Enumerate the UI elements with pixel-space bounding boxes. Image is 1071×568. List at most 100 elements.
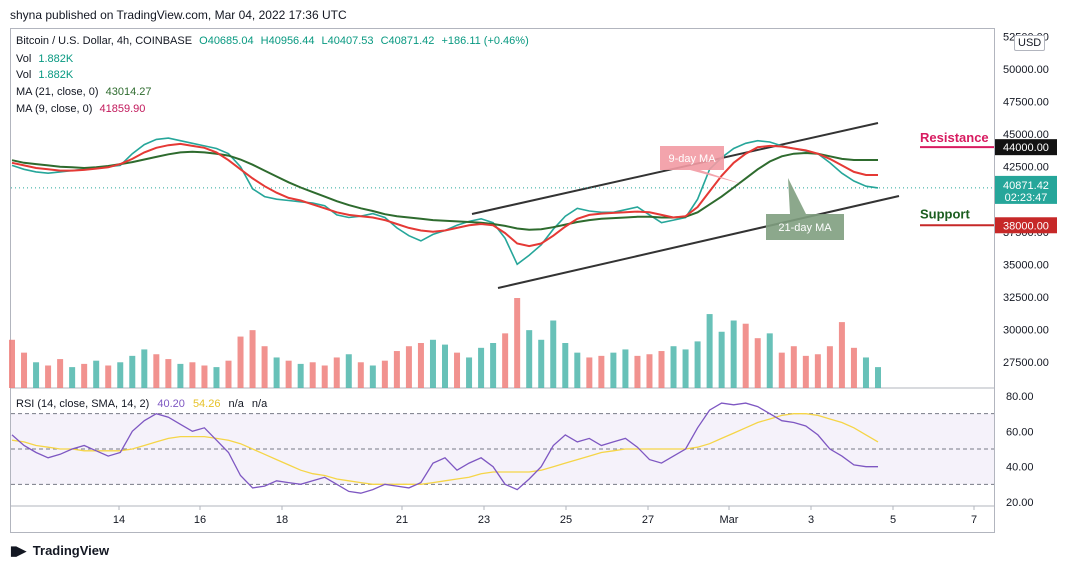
legend-vol2-value: 1.882K (38, 69, 74, 81)
volume-bar (21, 352, 28, 388)
volume-bar (826, 346, 833, 388)
footer-brand[interactable]: ▮▶ TradingView (10, 543, 109, 559)
volume-bar (81, 363, 88, 388)
legend-vol1: Vol 1.882K (16, 53, 77, 65)
volume-bar (850, 347, 857, 388)
support-text: Support (920, 206, 970, 221)
current-price-label: 40871.42 (1003, 180, 1049, 192)
volume-bar (562, 343, 569, 388)
volume-bar (393, 351, 400, 388)
rsi-legend-sma: 54.26 (192, 398, 221, 410)
volume-bar (574, 352, 581, 388)
price-tick-label: 30000.00 (1003, 324, 1049, 336)
volume-bar (754, 338, 761, 388)
ma21-callout-text: 21-day MA (778, 222, 832, 234)
ma9-callout (660, 146, 742, 184)
volume-bar (153, 354, 160, 388)
price-tick-label: 27500.00 (1003, 357, 1049, 369)
volume-bar (682, 349, 689, 388)
volume-bar (333, 357, 340, 388)
volume-bar (309, 362, 316, 388)
time-tick-label: 14 (113, 514, 125, 526)
time-tick-label: 18 (276, 514, 288, 526)
axis-labels: 27500.0030000.0032500.0035000.0037500.00… (113, 32, 1057, 526)
time-tick-label: 3 (808, 514, 814, 526)
legend-low: L40407.53 (321, 35, 374, 47)
volume-bar (9, 339, 15, 388)
price-tick-label: 50000.00 (1003, 64, 1049, 76)
channel-lower-line (497, 195, 900, 289)
legend-symbol: Bitcoin / U.S. Dollar, 4h, COINBASE (16, 35, 193, 47)
volume-bar (117, 362, 124, 388)
volume-bar (490, 343, 497, 388)
legend-ma21: MA (21, close, 0) 43014.27 (16, 86, 156, 98)
price-tick-label: 32500.00 (1003, 292, 1049, 304)
legend-ma9: MA (9, close, 0) 41859.90 (16, 103, 149, 115)
time-tick-label: 7 (971, 514, 977, 526)
rsi-legend-label: RSI (14, close, SMA, 14, 2) (16, 398, 150, 410)
rsi-tick-label: 40.00 (1006, 462, 1034, 474)
rsi-tick-label: 20.00 (1006, 497, 1034, 509)
volume-bar (694, 341, 701, 388)
volume-bar (273, 357, 280, 388)
volume-bar (875, 367, 881, 388)
chart-frame (10, 28, 995, 533)
volume-bar (237, 336, 244, 388)
volume-bar (706, 314, 713, 388)
volume-bar (742, 323, 749, 388)
volume-bar (610, 352, 617, 388)
volume-bar (129, 355, 136, 388)
time-tick-label: 16 (194, 514, 206, 526)
tradingview-logo-icon: ▮▶ (10, 543, 26, 558)
volume-bar (622, 349, 629, 388)
volume-bar (57, 359, 64, 388)
rsi-legend-value: 40.20 (157, 398, 185, 410)
ma9-callout-text: 9-day MA (668, 153, 716, 165)
volume-bar (718, 331, 725, 388)
legend-ma9-label: MA (9, close, 0) (16, 103, 93, 115)
volume-bar (478, 347, 485, 388)
time-tick-label: Mar (720, 514, 739, 526)
volume-bar (225, 360, 232, 388)
volume-bar (69, 367, 76, 388)
volume-bar (586, 357, 593, 388)
time-tick-label: 5 (890, 514, 896, 526)
volume-bar (405, 346, 412, 388)
legend-ma21-value: 43014.27 (105, 86, 152, 98)
price-tick-label: 47500.00 (1003, 97, 1049, 109)
volume-bar (526, 330, 533, 388)
volume-bar (417, 343, 424, 388)
legend-change: +186.11 (+0.46%) (441, 35, 529, 47)
price-tick-label: 35000.00 (1003, 259, 1049, 271)
rsi-tick-label: 60.00 (1006, 426, 1034, 438)
legend-vol1-label: Vol (16, 53, 32, 65)
resistance-text: Resistance (920, 130, 989, 145)
volume-bar (261, 346, 268, 388)
series-lines (11, 137, 879, 494)
legend-vol1-value: 1.882K (38, 53, 74, 65)
resistance-tag (995, 139, 1057, 156)
time-tick-label: 27 (642, 514, 654, 526)
volume-bar (357, 362, 364, 388)
volume-bar (429, 339, 436, 388)
volume-bar (321, 365, 328, 388)
volume-bar (369, 365, 376, 388)
volume-bar (778, 352, 785, 388)
ma21-callout (766, 178, 844, 240)
rsi-legend-na2: n/a (251, 398, 268, 410)
currency-selector[interactable]: USD (1014, 35, 1046, 51)
volume-bar (285, 360, 292, 388)
volume-bar (381, 360, 388, 388)
ma21-line (11, 150, 878, 231)
volume-bar (105, 365, 112, 388)
volume-bar (658, 351, 665, 388)
volume-bar (550, 320, 557, 388)
volume-bar (177, 363, 184, 388)
footer-text: TradingView (32, 543, 110, 558)
volume-bar (141, 349, 148, 388)
volume-bar (766, 333, 773, 388)
legend-close: C40871.42 (380, 35, 435, 47)
volume-bar (514, 298, 521, 388)
volume-bar (598, 355, 605, 388)
